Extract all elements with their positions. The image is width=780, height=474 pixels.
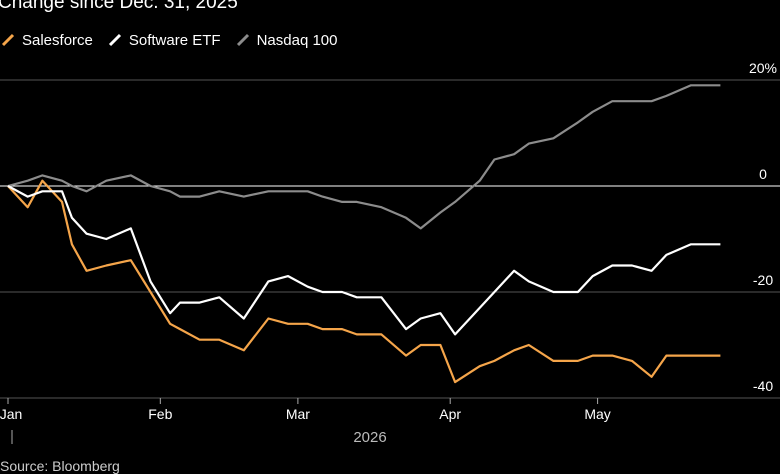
legend-item-salesforce: Salesforce bbox=[0, 32, 93, 49]
y-tick-label: -20 bbox=[753, 272, 773, 288]
x-axis-label: 2026 bbox=[353, 429, 386, 446]
series-line-salesforce bbox=[7, 179, 721, 384]
x-tick-label: Apr bbox=[439, 406, 461, 422]
x-tick-label: Jan bbox=[0, 406, 22, 422]
legend-label-salesforce: Salesforce bbox=[22, 31, 93, 49]
legend-item-nasdaq-100: Nasdaq 100 bbox=[235, 31, 338, 49]
legend-swatch-software-etf-icon bbox=[107, 32, 123, 48]
x-tick-label: May bbox=[584, 406, 610, 422]
legend-label-software-etf: Software ETF bbox=[128, 31, 221, 49]
source-note: Source: Bloomberg bbox=[0, 458, 120, 474]
legend-swatch-salesforce-icon bbox=[0, 32, 16, 48]
y-tick-label: -40 bbox=[753, 378, 773, 394]
legend-item-software-etf: Software ETF bbox=[107, 32, 221, 49]
y-tick-label: 0 bbox=[759, 166, 767, 182]
chart-subtitle: Change since Dec. 31, 2025 bbox=[0, 0, 238, 13]
legend: Salesforce Software ETF Nasdaq 100 bbox=[0, 30, 351, 50]
y-tick-label: 20% bbox=[749, 60, 777, 76]
legend-swatch-nasdaq-100-icon bbox=[235, 32, 251, 48]
series-line-software-etf bbox=[7, 185, 721, 336]
x-tick-label: Feb bbox=[148, 406, 172, 422]
series-line-nasdaq-100 bbox=[7, 84, 721, 230]
x-tick-label: Mar bbox=[286, 406, 310, 422]
legend-label-nasdaq-100: Nasdaq 100 bbox=[256, 31, 338, 49]
